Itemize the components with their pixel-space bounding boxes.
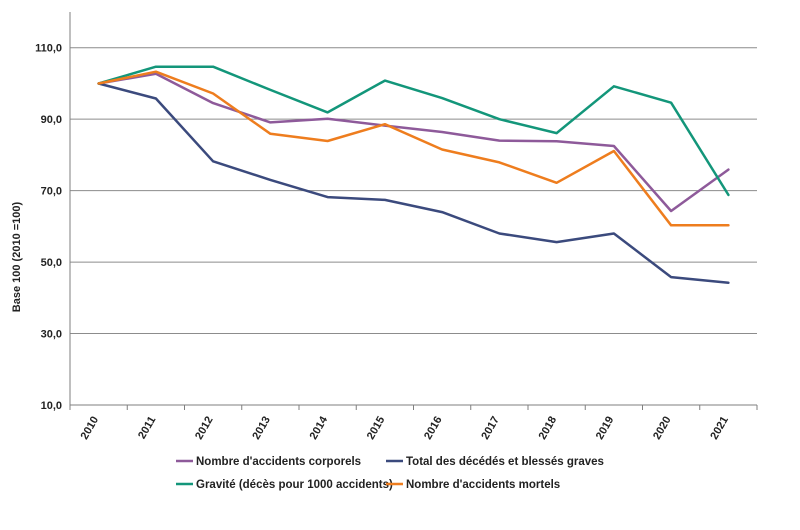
axes <box>69 12 758 410</box>
series-line-2 <box>97 65 730 197</box>
x-tick-label: 2011 <box>136 415 158 442</box>
x-tick-label: 2010 <box>79 415 102 442</box>
legend: Nombre d'accidents corporels Total des dé… <box>176 456 604 491</box>
series-lines <box>97 65 730 285</box>
legend-label-2: Gravité (décès pour 1000 accidents) <box>196 479 393 491</box>
legend-label-3: Nombre d'accidents mortels <box>406 479 560 491</box>
y-tick-label: 30,0 <box>41 329 62 341</box>
legend-label-1: Total des décédés et blessés graves <box>406 456 604 468</box>
x-tick-label: 2012 <box>193 415 216 442</box>
series-line-3 <box>97 70 730 227</box>
x-tick-label: 2017 <box>479 415 502 442</box>
x-tick-label: 2014 <box>308 414 331 442</box>
gridlines <box>70 47 757 406</box>
y-tick-label: 70,0 <box>41 186 62 198</box>
y-tick-label: 10,0 <box>41 400 62 412</box>
x-tick-label: 2019 <box>594 415 617 442</box>
y-axis-title: Base 100 (2010 =100) <box>11 201 23 312</box>
y-tick-label: 50,0 <box>41 257 62 269</box>
x-tick-label: 2020 <box>651 415 674 442</box>
y-tick-label: 90,0 <box>41 114 62 126</box>
x-tick-label: 2015 <box>365 415 388 442</box>
series-line-1 <box>97 82 730 285</box>
x-tick-label: 2016 <box>422 415 445 442</box>
legend-label-0: Nombre d'accidents corporels <box>196 456 361 468</box>
x-tick-label: 2021 <box>708 415 731 442</box>
x-tick-label: 2013 <box>250 415 273 442</box>
x-tick-label: 2018 <box>537 415 560 442</box>
y-tick-label: 110,0 <box>35 43 62 55</box>
series-line-0 <box>97 72 730 213</box>
